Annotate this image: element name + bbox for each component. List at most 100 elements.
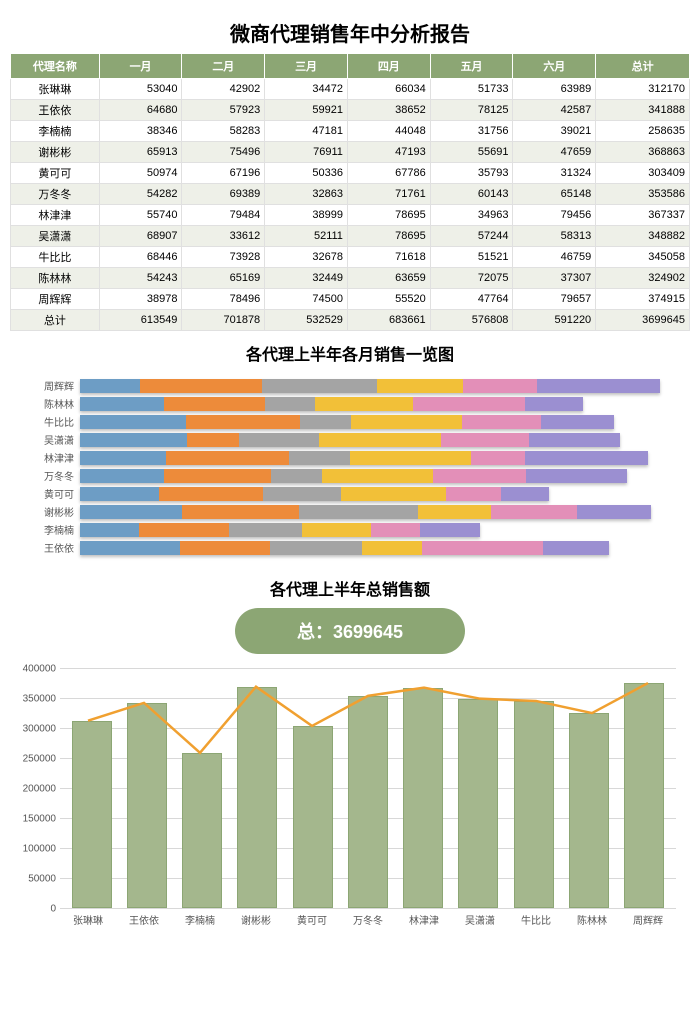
col-header: 总计 bbox=[596, 54, 690, 79]
stacked-segment bbox=[300, 415, 351, 429]
stacked-bar bbox=[80, 397, 583, 411]
stacked-segment bbox=[182, 505, 299, 519]
stacked-segment bbox=[239, 433, 320, 447]
stacked-segment bbox=[362, 541, 422, 555]
cell: 55520 bbox=[347, 289, 430, 310]
y-label: 0 bbox=[12, 904, 56, 915]
cell: 38652 bbox=[347, 100, 430, 121]
stacked-label: 牛比比 bbox=[30, 414, 80, 429]
stacked-bar bbox=[80, 541, 609, 555]
agent-name: 陈林林 bbox=[11, 268, 100, 289]
cell: 58313 bbox=[513, 226, 596, 247]
stacked-bar bbox=[80, 379, 660, 393]
table-row: 张琳琳530404290234472660345173363989312170 bbox=[11, 79, 690, 100]
stacked-segment bbox=[371, 523, 420, 537]
total-bar bbox=[514, 701, 554, 908]
stacked-segment bbox=[418, 505, 491, 519]
stacked-bar bbox=[80, 487, 549, 501]
stacked-segment bbox=[491, 505, 577, 519]
stacked-segment bbox=[262, 379, 377, 393]
cell: 54243 bbox=[99, 268, 182, 289]
stacked-label: 周辉辉 bbox=[30, 378, 80, 393]
cell: 65148 bbox=[513, 184, 596, 205]
stacked-row: 林津津 bbox=[30, 450, 670, 465]
stacked-segment bbox=[422, 541, 543, 555]
x-label: 王依依 bbox=[124, 912, 164, 927]
cell: 37307 bbox=[513, 268, 596, 289]
totals-row: 总计61354970187853252968366157680859122036… bbox=[11, 310, 690, 331]
cell: 71618 bbox=[347, 247, 430, 268]
stacked-segment bbox=[541, 415, 613, 429]
cell: 38346 bbox=[99, 121, 182, 142]
total-bar bbox=[72, 721, 112, 908]
cell: 78125 bbox=[430, 100, 513, 121]
cell: 50336 bbox=[265, 163, 348, 184]
row-total: 367337 bbox=[596, 205, 690, 226]
stacked-segment bbox=[271, 469, 322, 483]
cell: 72075 bbox=[430, 268, 513, 289]
stacked-row: 谢彬彬 bbox=[30, 504, 670, 519]
cell: 69389 bbox=[182, 184, 265, 205]
row-total: 303409 bbox=[596, 163, 690, 184]
stacked-segment bbox=[164, 397, 265, 411]
col-header: 六月 bbox=[513, 54, 596, 79]
x-label: 陈林林 bbox=[572, 912, 612, 927]
cell: 59921 bbox=[265, 100, 348, 121]
total-bar bbox=[403, 688, 443, 908]
total-bar bbox=[127, 703, 167, 908]
stacked-segment bbox=[80, 505, 182, 519]
stacked-segment bbox=[80, 397, 164, 411]
stacked-segment bbox=[577, 505, 651, 519]
stacked-label: 吴潇潇 bbox=[30, 432, 80, 447]
cell: 57923 bbox=[182, 100, 265, 121]
stacked-segment bbox=[525, 397, 583, 411]
cell: 47764 bbox=[430, 289, 513, 310]
sales-table: 代理名称一月二月三月四月五月六月总计 张琳琳530404290234472660… bbox=[10, 53, 690, 331]
cell: 75496 bbox=[182, 142, 265, 163]
cell: 55740 bbox=[99, 205, 182, 226]
stacked-segment bbox=[526, 469, 627, 483]
y-label: 200000 bbox=[12, 784, 56, 795]
cell: 76911 bbox=[265, 142, 348, 163]
gridline: 0 bbox=[60, 908, 676, 909]
stacked-row: 牛比比 bbox=[30, 414, 670, 429]
table-row: 吴潇潇689073361252111786955724458313348882 bbox=[11, 226, 690, 247]
stacked-segment bbox=[80, 469, 164, 483]
cell: 63659 bbox=[347, 268, 430, 289]
stacked-segment bbox=[140, 379, 261, 393]
x-label: 谢彬彬 bbox=[236, 912, 276, 927]
stacked-segment bbox=[80, 541, 180, 555]
agent-name: 王依依 bbox=[11, 100, 100, 121]
stacked-row: 王依依 bbox=[30, 540, 670, 555]
stacked-segment bbox=[315, 397, 413, 411]
y-label: 250000 bbox=[12, 754, 56, 765]
stacked-bar bbox=[80, 451, 648, 465]
cell: 47193 bbox=[347, 142, 430, 163]
cell: 31756 bbox=[430, 121, 513, 142]
stacked-segment bbox=[302, 523, 370, 537]
y-label: 50000 bbox=[12, 874, 56, 885]
row-total: 258635 bbox=[596, 121, 690, 142]
stacked-label: 陈林林 bbox=[30, 396, 80, 411]
stacked-segment bbox=[80, 433, 187, 447]
cell: 591220 bbox=[513, 310, 596, 331]
report-title: 微商代理销售年中分析报告 bbox=[10, 18, 690, 47]
row-total: 348882 bbox=[596, 226, 690, 247]
cell: 79484 bbox=[182, 205, 265, 226]
row-total: 368863 bbox=[596, 142, 690, 163]
cell: 53040 bbox=[99, 79, 182, 100]
total-bar bbox=[182, 753, 222, 908]
stacked-label: 黄可可 bbox=[30, 486, 80, 501]
stacked-label: 李楠楠 bbox=[30, 522, 80, 537]
cell: 68907 bbox=[99, 226, 182, 247]
stacked-segment bbox=[350, 451, 472, 465]
cell: 38999 bbox=[265, 205, 348, 226]
stacked-segment bbox=[420, 523, 480, 537]
stacked-segment bbox=[341, 487, 446, 501]
stacked-segment bbox=[80, 487, 159, 501]
agent-name: 牛比比 bbox=[11, 247, 100, 268]
cell: 46759 bbox=[513, 247, 596, 268]
stacked-segment bbox=[501, 487, 549, 501]
stacked-segment bbox=[433, 469, 526, 483]
stacked-segment bbox=[164, 469, 271, 483]
